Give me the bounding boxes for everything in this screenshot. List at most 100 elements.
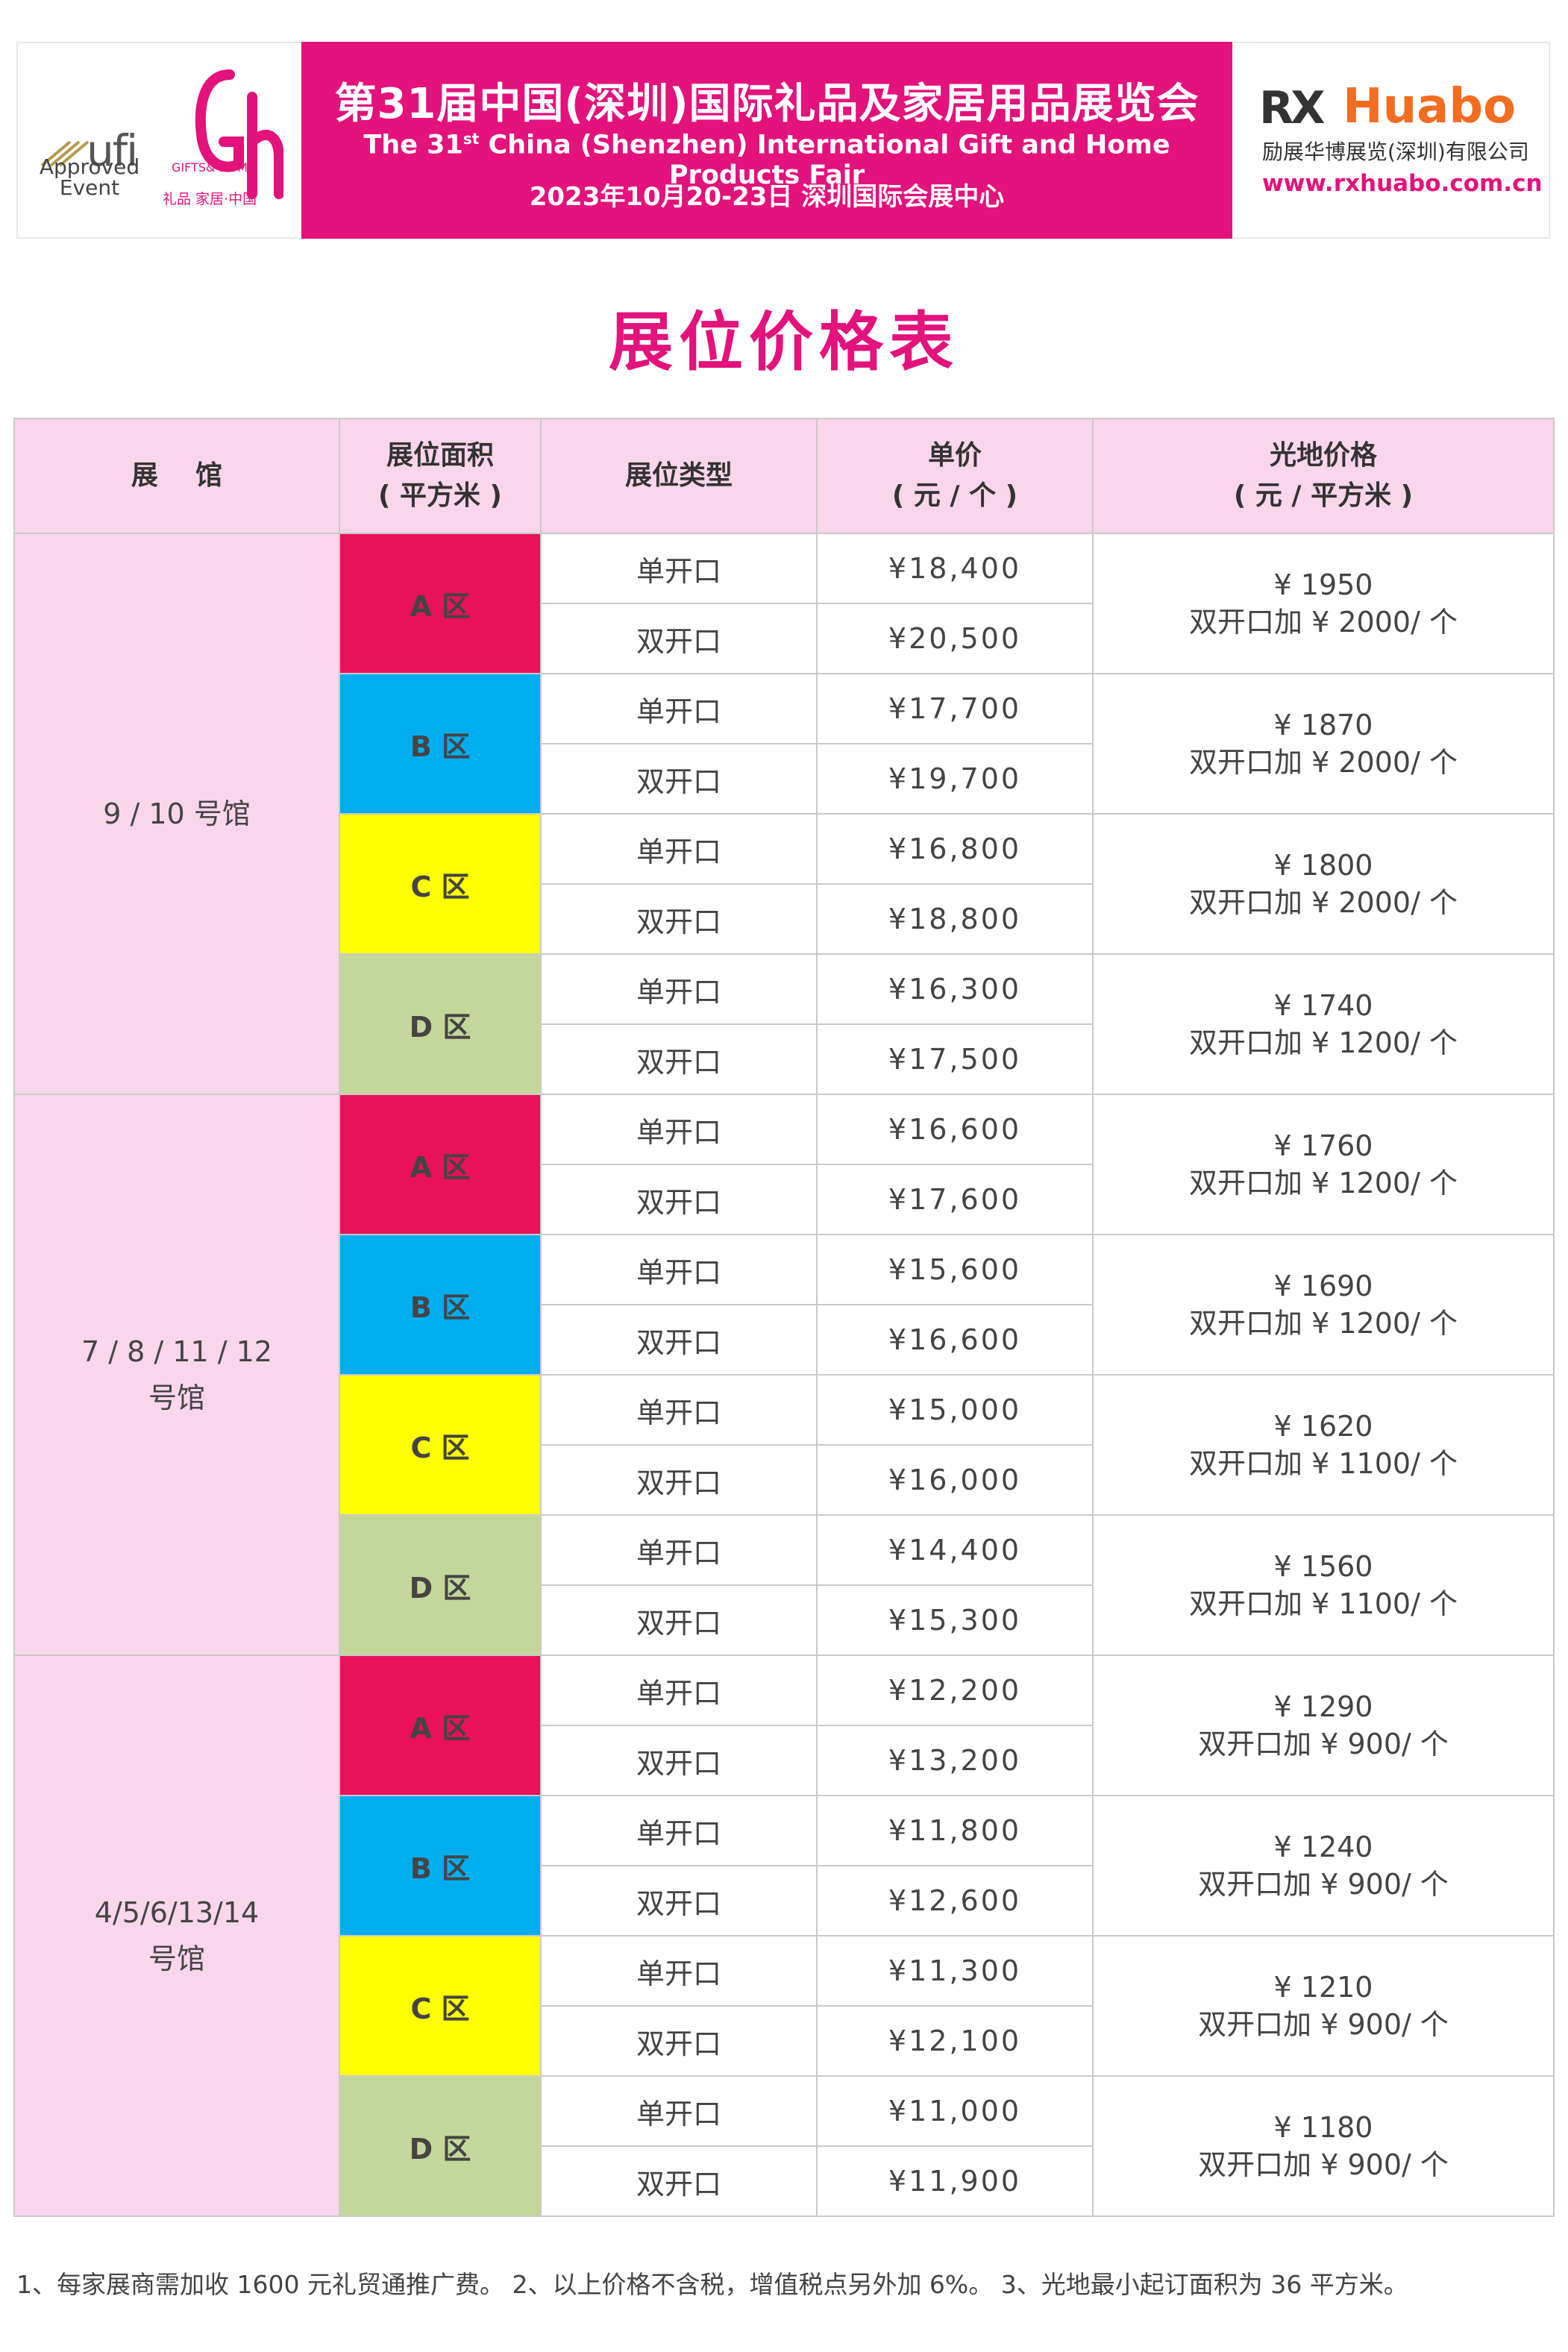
bare-price-value: ¥ 1690 <box>1273 1270 1373 1302</box>
header-hall: 展 馆 <box>13 418 340 534</box>
zone-cell: D 区 <box>339 1514 542 1656</box>
booth-type-cell: 单开口 <box>540 813 818 885</box>
bare-price-cell: ¥ 1620 双开口加 ¥ 1100/ 个 <box>1092 1374 1555 1516</box>
table-row: 双开口 ¥11,900 <box>14 2145 1554 2217</box>
table-row: 双开口 ¥18,800 <box>14 883 1554 955</box>
booth-type-cell: 单开口 <box>540 953 818 1025</box>
unit-price-cell: ¥12,100 <box>816 2005 1094 2077</box>
ufi-wordmark: ufi <box>87 125 138 176</box>
unit-price-cell: ¥14,400 <box>816 1514 1094 1586</box>
table-row: 双开口 ¥15,300 <box>14 1584 1554 1656</box>
bare-price-value: ¥ 1950 <box>1273 568 1373 601</box>
ufi-swoosh-icon <box>40 140 90 167</box>
table-row: B 区单开口 ¥11,800 ¥ 1240 双开口加 ¥ 900/ 个 <box>14 1795 1555 1937</box>
zone-cell: C 区 <box>339 1935 542 2077</box>
bare-price-extra: 双开口加 ¥ 2000/ 个 <box>1189 886 1458 919</box>
price-table: 展 馆 展位面积( 平方米 ) 展位类型 单价( 元 / 个 ) 光地价格( 元… <box>13 418 1555 2217</box>
unit-price-cell: ¥12,600 <box>816 1865 1094 1937</box>
ufi-caption: Approved Event <box>30 157 149 198</box>
bare-price-value: ¥ 1290 <box>1273 1690 1373 1723</box>
footnote: 1、每家展商需加收 1600 元礼贸通推广费。 2、以上价格不含税，增值税点另外… <box>16 2270 1408 2299</box>
booth-type-cell: 双开口 <box>540 1164 818 1235</box>
zone-cell: A 区 <box>339 1094 542 1235</box>
unit-price-cell: ¥15,000 <box>816 1374 1094 1446</box>
bare-price-value: ¥ 1560 <box>1273 1550 1373 1583</box>
unit-price-cell: ¥11,900 <box>816 2145 1094 2217</box>
unit-price-cell: ¥16,600 <box>816 1094 1094 1165</box>
zone-cell: A 区 <box>339 1655 542 1796</box>
bare-price-cell: ¥ 1290 双开口加 ¥ 900/ 个 <box>1092 1655 1555 1796</box>
bare-price-extra: 双开口加 ¥ 1200/ 个 <box>1189 1307 1458 1340</box>
unit-price-cell: ¥16,800 <box>816 813 1094 885</box>
unit-price-cell: ¥16,600 <box>816 1304 1094 1376</box>
table-row: D 区单开口 ¥16,300 ¥ 1740 双开口加 ¥ 1200/ 个 <box>14 953 1555 1095</box>
bare-price-extra: 双开口加 ¥ 900/ 个 <box>1198 2008 1449 2041</box>
hall-cell: 4/5/6/13/14 号馆 <box>13 1655 340 2217</box>
unit-price-cell: ¥16,000 <box>816 1444 1094 1516</box>
bare-price-value: ¥ 1800 <box>1273 849 1373 882</box>
company-name: 励展华博展览(深圳)有限公司 <box>1262 139 1529 164</box>
table-row: 双开口 ¥20,500 <box>14 603 1554 674</box>
bare-price-extra: 双开口加 ¥ 1100/ 个 <box>1189 1587 1458 1620</box>
bare-price-extra: 双开口加 ¥ 900/ 个 <box>1198 2148 1449 2181</box>
unit-price-cell: ¥18,800 <box>816 883 1094 955</box>
booth-type-cell: 单开口 <box>540 1374 818 1446</box>
bare-price-value: ¥ 1180 <box>1273 2111 1373 2144</box>
unit-price-cell: ¥12,200 <box>816 1655 1094 1726</box>
bare-price-value: ¥ 1210 <box>1273 1971 1373 2004</box>
bare-price-cell: ¥ 1760 双开口加 ¥ 1200/ 个 <box>1092 1094 1555 1235</box>
fair-title-block: 第31届中国(深圳)国际礼品及家居用品展览会 The 31st China (S… <box>301 42 1232 239</box>
table-row: 双开口 ¥19,700 <box>14 743 1554 815</box>
zone-cell: B 区 <box>339 673 542 815</box>
table-row: C 区单开口 ¥11,300 ¥ 1210 双开口加 ¥ 900/ 个 <box>14 1935 1555 2077</box>
booth-type-cell: 双开口 <box>540 743 818 815</box>
booth-type-cell: 单开口 <box>540 673 818 744</box>
table-row: 双开口 ¥13,200 <box>14 1725 1554 1796</box>
bare-price-cell: ¥ 1870 双开口加 ¥ 2000/ 个 <box>1092 673 1555 815</box>
bare-price-extra: 双开口加 ¥ 900/ 个 <box>1198 1868 1449 1901</box>
table-row: 9 / 10 号馆 A 区单开口 ¥18,400 ¥ 1950 双开口加 ¥ 2000/… <box>13 533 1555 1095</box>
booth-type-cell: 单开口 <box>540 1514 818 1586</box>
table-row: B 区单开口 ¥17,700 ¥ 1870 双开口加 ¥ 2000/ 个 <box>14 673 1555 815</box>
booth-type-cell: 双开口 <box>540 2145 818 2217</box>
table-row: C 区单开口 ¥16,800 ¥ 1800 双开口加 ¥ 2000/ 个 <box>14 813 1555 955</box>
company-url[interactable]: www.rxhuabo.com.cn <box>1262 170 1543 197</box>
header-area: 展位面积( 平方米 ) <box>339 418 542 534</box>
unit-price-cell: ¥13,200 <box>816 1725 1094 1796</box>
page-title: 展位价格表 <box>609 305 959 380</box>
unit-price-cell: ¥17,600 <box>816 1164 1094 1235</box>
zone-cell: D 区 <box>339 2075 542 2217</box>
zone-cell: D 区 <box>339 953 542 1095</box>
hall-name-line2: 号馆 <box>148 1942 205 1975</box>
table-row: D 区单开口 ¥11,000 ¥ 1180 双开口加 ¥ 900/ 个 <box>14 2075 1555 2217</box>
table-row: 双开口 ¥16,000 <box>14 1444 1554 1516</box>
bare-price-cell: ¥ 1690 双开口加 ¥ 1200/ 个 <box>1092 1234 1555 1376</box>
table-row: C 区单开口 ¥15,000 ¥ 1620 双开口加 ¥ 1100/ 个 <box>14 1374 1555 1516</box>
booth-type-cell: 双开口 <box>540 1444 818 1516</box>
rx-logo: RX <box>1259 82 1325 134</box>
fair-date-venue: 2023年10月20-23日 深圳国际会展中心 <box>529 182 1005 212</box>
bare-price-value: ¥ 1620 <box>1273 1410 1373 1443</box>
booth-type-cell: 双开口 <box>540 1584 818 1656</box>
bare-price-extra: 双开口加 ¥ 1100/ 个 <box>1189 1447 1458 1480</box>
hall-name-line2: 号馆 <box>148 1382 205 1414</box>
booth-type-cell: 双开口 <box>540 1725 818 1796</box>
table-row: 双开口 ¥12,100 <box>14 2005 1554 2077</box>
unit-price-cell: ¥19,700 <box>816 743 1094 815</box>
bare-price-cell: ¥ 1180 双开口加 ¥ 900/ 个 <box>1092 2075 1555 2217</box>
bare-price-extra: 双开口加 ¥ 2000/ 个 <box>1189 606 1458 639</box>
booth-type-cell: 单开口 <box>540 1655 818 1726</box>
bare-price-cell: ¥ 1240 双开口加 ¥ 900/ 个 <box>1092 1795 1555 1937</box>
booth-type-cell: 双开口 <box>540 1023 818 1095</box>
gifts-home-logo-icon <box>195 69 283 199</box>
booth-type-cell: 单开口 <box>540 1935 818 2007</box>
bare-price-cell: ¥ 1950 双开口加 ¥ 2000/ 个 <box>1092 533 1555 674</box>
table-header-row: 展 馆 展位面积( 平方米 ) 展位类型 单价( 元 / 个 ) 光地价格( 元… <box>13 418 1555 534</box>
unit-price-cell: ¥15,600 <box>816 1234 1094 1305</box>
bare-price-value: ¥ 1240 <box>1273 1831 1373 1863</box>
gifts-home-en: GIFTS& HOME <box>172 160 256 175</box>
table-row: 双开口 ¥17,500 <box>14 1023 1554 1095</box>
zone-cell: C 区 <box>339 1374 542 1516</box>
hall-name-line1: 4/5/6/13/14 <box>94 1896 260 1929</box>
booth-type-cell: 双开口 <box>540 2005 818 2077</box>
